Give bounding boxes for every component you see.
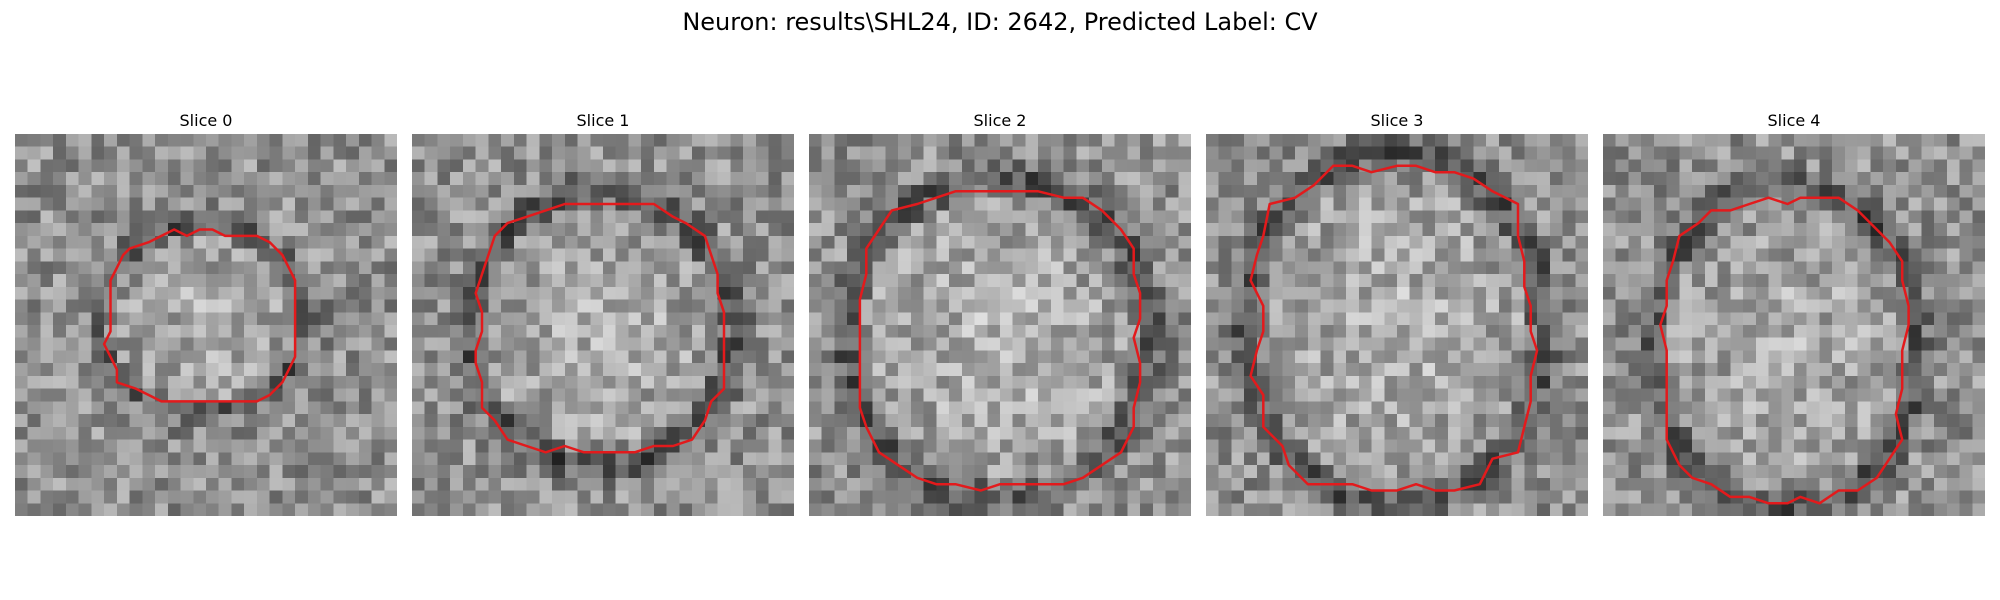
slice-panel-2: Slice 2	[809, 108, 1191, 516]
contour-outline	[102, 228, 297, 403]
slice-panel-0: Slice 0	[15, 108, 397, 516]
slice-panel-1: Slice 1	[412, 108, 794, 516]
slice-title-4: Slice 4	[1767, 111, 1821, 130]
figure-title: Neuron: results\SHL24, ID: 2642, Predict…	[682, 8, 1318, 36]
slice-image-2	[809, 134, 1191, 516]
contour-outline	[1249, 164, 1539, 492]
slice-image-0	[15, 134, 397, 516]
pixel-grid	[1206, 134, 1588, 516]
slice-panel-3: Slice 3	[1206, 108, 1588, 516]
contour-outline	[858, 190, 1142, 492]
slice-title-2: Slice 2	[973, 111, 1027, 130]
contour-outline	[1659, 196, 1910, 505]
pixel-grid	[809, 134, 1191, 516]
slice-panel-4: Slice 4	[1603, 108, 1985, 516]
slice-image-4	[1603, 134, 1985, 516]
slice-image-1	[412, 134, 794, 516]
contour-outline	[474, 202, 726, 454]
slice-title-1: Slice 1	[576, 111, 630, 130]
pixel-grid	[15, 134, 397, 516]
slice-image-3	[1206, 134, 1588, 516]
pixel-grid	[412, 134, 794, 516]
pixel-grid	[1603, 134, 1985, 516]
slice-title-0: Slice 0	[179, 111, 233, 130]
slice-title-3: Slice 3	[1370, 111, 1424, 130]
